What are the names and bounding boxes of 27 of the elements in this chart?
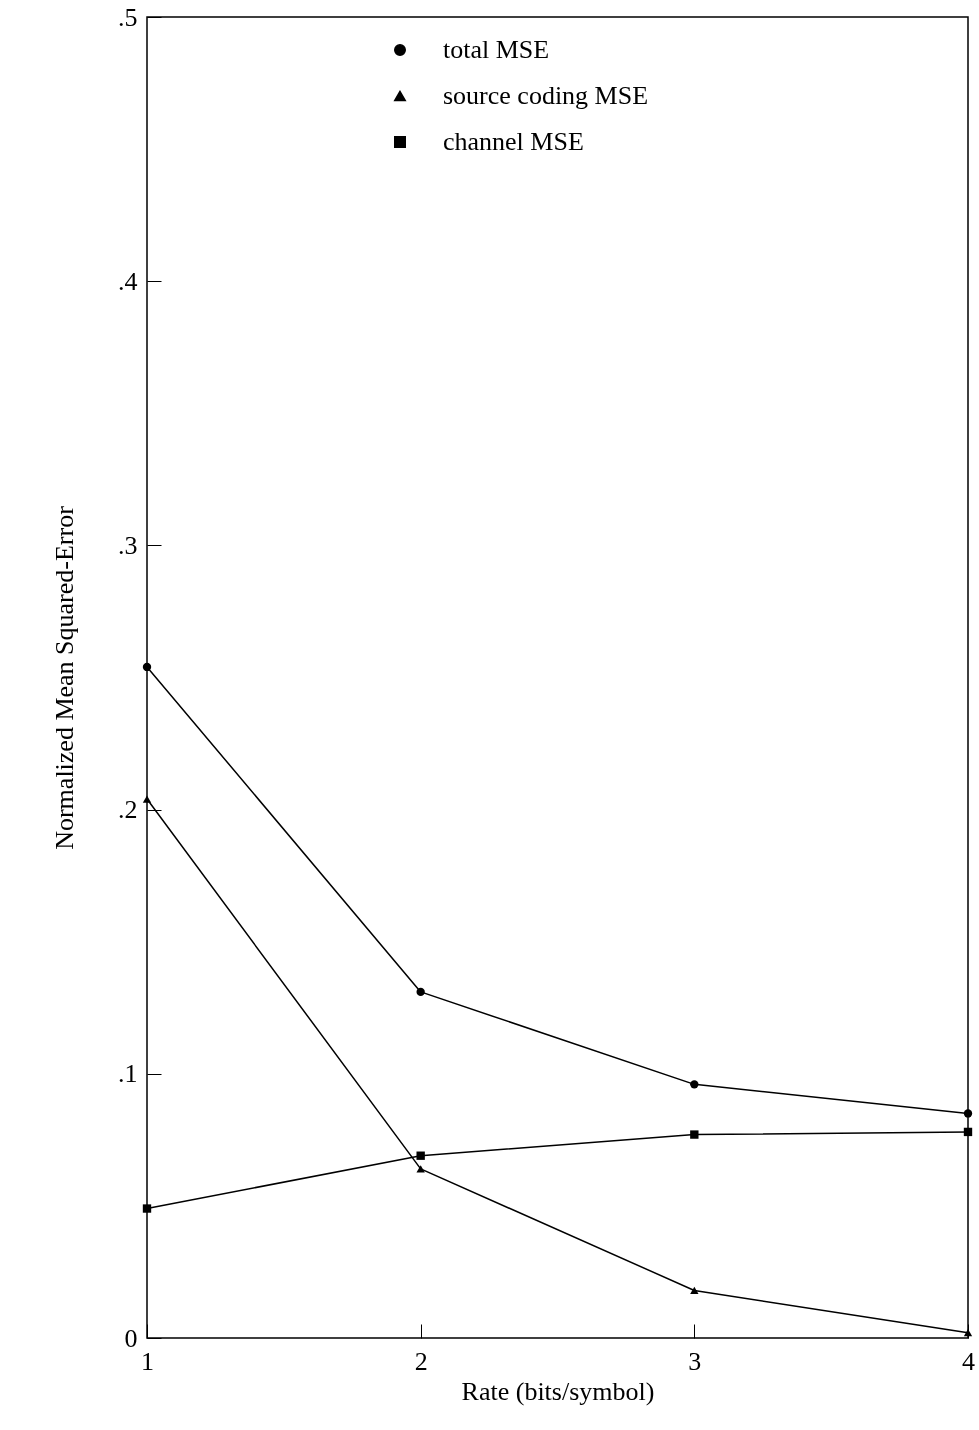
y-tick-label: .3 — [118, 530, 138, 560]
legend-label: total MSE — [443, 35, 550, 64]
point — [142, 662, 152, 672]
point — [416, 987, 425, 997]
x-tick-label: 3 — [688, 1346, 702, 1376]
x-tick-label: 4 — [962, 1346, 975, 1376]
point — [690, 1130, 699, 1139]
point — [963, 1109, 973, 1118]
point — [142, 1204, 152, 1213]
point — [963, 1127, 973, 1137]
point — [690, 1286, 699, 1295]
y-tick-label: .4 — [118, 266, 138, 296]
legend-label: channel MSE — [443, 127, 584, 156]
point — [963, 1329, 973, 1337]
point — [416, 1151, 425, 1160]
point — [690, 1080, 699, 1089]
y-tick-label: .5 — [118, 2, 138, 32]
x-tick-label: 2 — [414, 1346, 428, 1376]
point — [416, 1165, 425, 1173]
x-axis-title: Rate (bits/symbol) — [461, 1376, 655, 1406]
y-tick-label: 0 — [124, 1323, 138, 1353]
y-tick-label: .1 — [118, 1059, 138, 1089]
y-axis-title: Normalized Mean Squared-Error — [50, 505, 79, 850]
y-tick-label: .2 — [118, 795, 138, 825]
point — [142, 795, 152, 803]
legend-label: source coding MSE — [443, 81, 649, 110]
x-tick-label: 1 — [141, 1346, 154, 1376]
